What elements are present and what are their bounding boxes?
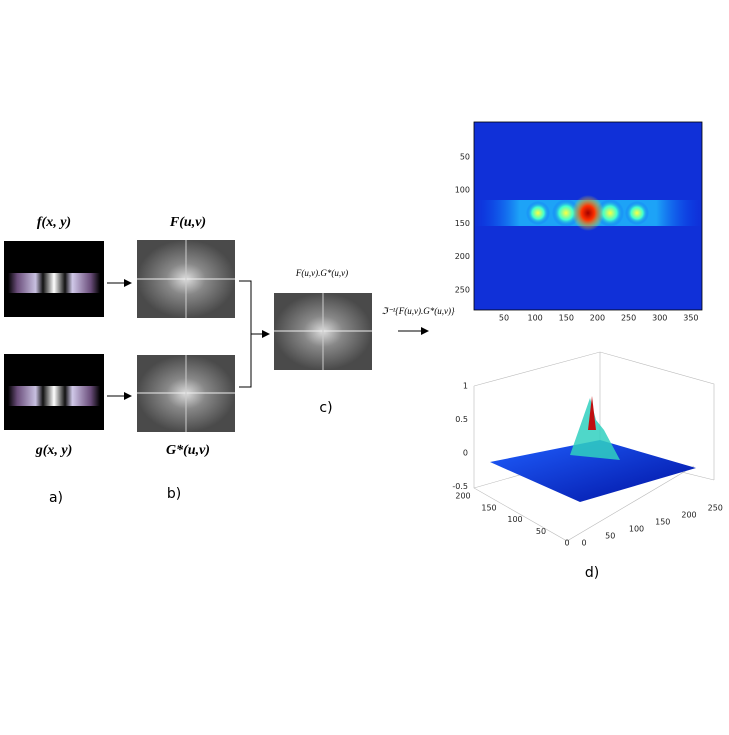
surface-z-tick: 0.5 <box>455 415 468 424</box>
panel-c: c) <box>319 400 332 416</box>
surface-z-tick: 1 <box>463 382 468 391</box>
heatmap-x-tick: 300 <box>652 314 667 323</box>
panel-b: b) <box>167 486 181 502</box>
surface-x-tick: 250 <box>708 504 723 513</box>
heatmap-y-tick: 100 <box>455 186 470 195</box>
surface-y-tick: 200 <box>455 492 470 501</box>
surface-y-tick: 0 <box>564 539 569 548</box>
surface-y-tick: 150 <box>481 503 496 512</box>
heatmap-x-tick: 100 <box>528 314 543 323</box>
heatmap-x-tick: 200 <box>590 314 605 323</box>
label-f: f(x, y) <box>37 215 71 230</box>
surface-x-tick: 100 <box>629 525 644 534</box>
label-product: F(u,v).G*(u,v) <box>295 268 348 278</box>
surface-plot <box>473 351 715 542</box>
image-f <box>4 241 104 317</box>
heatmap-y-tick: 50 <box>460 153 470 162</box>
label-G: G*(u,v) <box>166 443 210 458</box>
panel-d: d) <box>585 565 599 581</box>
heatmap-y-tick: 200 <box>455 252 470 261</box>
panel-a: a) <box>49 490 63 506</box>
heatmap-x-tick: 250 <box>621 314 636 323</box>
fft-G <box>137 355 235 432</box>
heatmap <box>473 121 703 311</box>
image-g <box>4 354 104 430</box>
surface-z-tick: -0.5 <box>452 482 468 491</box>
label-F: F(u,v) <box>169 215 206 230</box>
heatmap-x-tick: 350 <box>683 314 698 323</box>
arrows <box>107 279 429 400</box>
surface-x-tick: 0 <box>581 539 586 548</box>
surface-z-tick: 0 <box>463 449 468 458</box>
surface-y-tick: 100 <box>507 515 522 524</box>
label-inverse: ℑ⁻¹{F(u,v).G*(u,v)} <box>381 306 455 316</box>
heatmap-y-tick: 250 <box>455 285 470 294</box>
fft-product <box>274 293 372 370</box>
surface-x-tick: 150 <box>655 518 670 527</box>
heatmap-y-tick: 150 <box>455 219 470 228</box>
heatmap-x-tick: 150 <box>559 314 574 323</box>
fft-F <box>137 240 235 318</box>
surface-y-tick: 50 <box>536 527 546 536</box>
heatmap-x-tick: 50 <box>499 314 509 323</box>
surface-x-tick: 200 <box>681 511 696 520</box>
label-g: g(x, y) <box>35 443 73 458</box>
surface-x-tick: 50 <box>605 532 615 541</box>
